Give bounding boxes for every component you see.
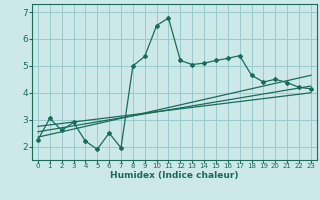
X-axis label: Humidex (Indice chaleur): Humidex (Indice chaleur) (110, 171, 239, 180)
